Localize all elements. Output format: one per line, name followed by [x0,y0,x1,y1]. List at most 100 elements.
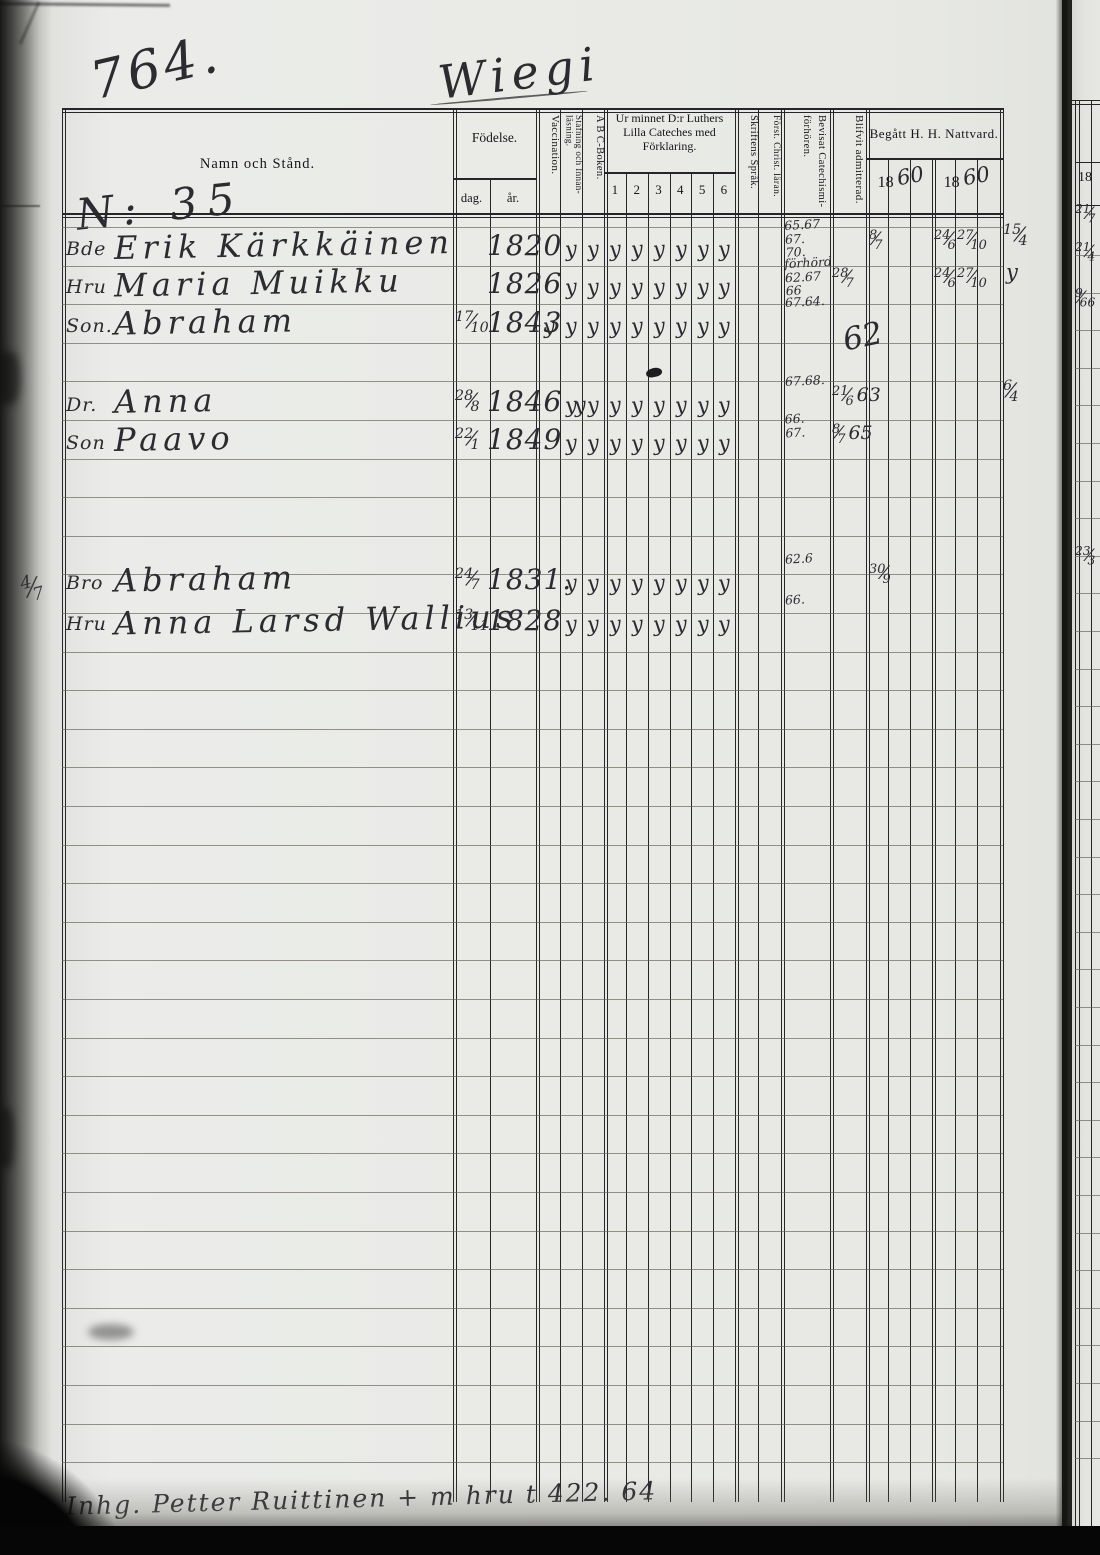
row-rule-line [62,1114,1003,1116]
adjacent-column-line [1075,100,1076,1530]
catechism-exam-note: 65.67 67. 70. [783,216,821,260]
person-title: Son. [66,315,113,337]
table-column-line [735,108,736,1502]
col-header-vaccination: Vaccination. [549,115,561,175]
check-mark: y [607,236,623,262]
check-mark: y [629,392,645,418]
table-header-line [604,172,736,174]
adjacent-row-rule [1075,480,1100,482]
table-column-line [910,158,911,1502]
village-title: Wiegi [435,36,604,110]
check-mark: y [651,392,667,418]
adjacent-page-entry: 21⁄4 [1075,240,1096,264]
check-mark: y [585,392,601,418]
catechism-subcolumn-number: 6 [720,182,728,197]
person-name: Abraham [113,301,298,343]
person-title: Bro [66,572,104,594]
table-column-line [758,108,759,1502]
col-header-birth: Födelse. [471,130,518,145]
birth-year: 1820 [487,229,563,262]
catechism-exam-note: 66. [784,591,806,608]
adjacent-row-rule [1075,367,1100,369]
check-mark: y [585,274,601,300]
adjacent-row-rule [1075,1232,1100,1234]
adjacent-row-rule [1075,518,1100,520]
table-column-line [490,178,491,1502]
adjacent-row-rule [1075,1007,1100,1008]
table-header-line [62,217,1003,218]
table-header-line [453,178,537,180]
check-mark: y [607,430,623,456]
page-smudge [88,1324,134,1340]
check-mark: y [607,274,623,300]
adjacent-page-edge: 18 21⁄7 21⁄4 9⁄66 23⁄3 [1072,0,1100,1555]
communion-year-cell: 1860 [943,161,992,191]
adjacent-row-rule [1075,1157,1100,1159]
film-scratch [18,1,41,45]
adjacent-page-entry: 21⁄7 [1075,202,1096,226]
check-mark: y [629,611,645,637]
table-column-line [833,108,834,1502]
check-mark: y [716,313,732,339]
check-mark: y [716,274,732,300]
birth-day: 28⁄8 [455,388,480,416]
row-rule-line [62,1346,1003,1348]
check-mark: y [563,274,579,300]
check-mark: y [651,611,667,637]
check-mark: y [673,392,689,418]
adjacent-row-rule [1075,405,1100,407]
table-header-line [866,158,1003,160]
row-rule-line [62,1423,1003,1425]
adjacent-row-rule [1075,555,1100,557]
film-scratch [0,2,171,7]
table-column-line [738,108,739,1502]
check-mark: y [563,313,579,339]
person-name: Erik Kärkkäinen [113,223,455,267]
table-column-line [453,108,454,1502]
table-column-line [62,108,63,1502]
book-gutter [1056,0,1074,1555]
table-column-line [713,172,714,1502]
year-hand-digits: 60 [894,161,926,191]
col-header-birth-day: dag. [460,191,483,205]
adjacent-row-rule [1075,969,1100,971]
adjacent-page-entry: 9⁄66 [1075,286,1096,310]
col-header-scripture: Skriftens Språk. [748,115,759,190]
adjacent-row-rule [1075,1082,1100,1084]
adjacent-row-rule [1075,1458,1100,1460]
row-rule-line [62,1230,1003,1232]
film-edge-left [0,0,52,1555]
row-rule-line [62,960,1003,962]
admitted-note: 28⁄7 [832,266,854,292]
row-rule-line [62,1307,1003,1309]
person-title: Hru [66,276,107,298]
communion-year-cell: 1860 [877,161,926,191]
adjacent-row-rule [1075,781,1100,783]
table-column-line [65,108,66,1502]
person-name: Maria Muikku [113,261,404,305]
adjacent-header-line [1072,100,1100,101]
check-mark: y [695,611,711,637]
communion-date-1860b: 27⁄10 [957,228,987,254]
catechism-subcolumn-number: 3 [655,182,662,197]
table-header-line [62,112,1003,113]
table-column-line [781,108,782,1502]
check-mark: y [673,313,689,339]
catechism-exam-note: 66. 67. [784,410,806,441]
row-rule-line [62,806,1003,807]
table-column-line [560,108,561,1502]
check-mark: y [607,392,623,418]
check-mark: y [695,392,711,418]
table-column-line [648,172,649,1502]
table-column-line [1000,108,1001,1502]
adjacent-row-rule [1075,856,1100,858]
table-column-line [691,172,692,1502]
table-column-line [935,158,936,1502]
birth-year: 1828 [487,604,563,637]
check-mark: y [629,274,645,300]
row-rule-line [62,613,1003,614]
row-rule-line [62,690,1003,692]
page-number: 764. [84,23,227,113]
check-mark: y [585,430,601,456]
catechism-exam-note: 62.6 [784,550,814,567]
